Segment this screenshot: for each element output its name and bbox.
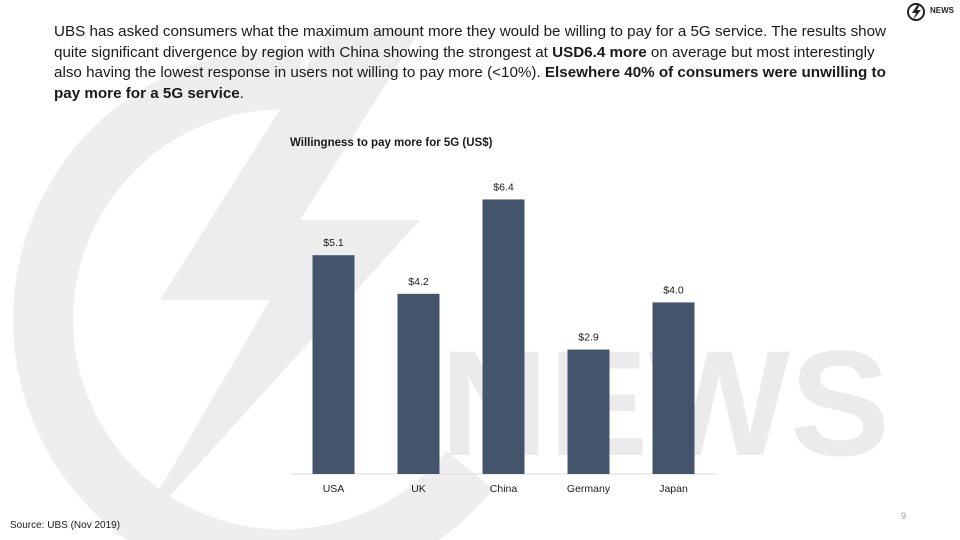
brand-logo: NEWS xyxy=(906,2,956,22)
bar-uk xyxy=(397,293,440,474)
bar-china xyxy=(482,199,525,474)
intro-highlight-2: Elsewhere 40% of consumers were unwillin… xyxy=(54,64,886,102)
data-label-germany: $2.9 xyxy=(578,332,599,344)
bar-germany xyxy=(567,349,610,474)
source-note: Source: UBS (Nov 2019) xyxy=(10,520,121,531)
data-label-china: $6.4 xyxy=(493,181,514,193)
page-number: 9 xyxy=(901,511,907,521)
data-label-uk: $4.2 xyxy=(408,276,429,288)
x-tick-label-china: China xyxy=(490,483,518,495)
data-label-usa: $5.1 xyxy=(323,237,344,249)
intro-text-3: . xyxy=(239,84,244,102)
intro-highlight-1: USD6.4 more xyxy=(552,43,647,61)
data-label-japan: $4.0 xyxy=(663,284,684,296)
x-tick-label-germany: Germany xyxy=(567,483,611,495)
bar-usa xyxy=(312,255,355,474)
intro-paragraph: UBS has asked consumers what the maximum… xyxy=(54,22,904,104)
logo-text: NEWS xyxy=(930,6,954,15)
chart-title: Willingness to pay more for 5G (US$) xyxy=(290,137,493,149)
x-tick-label-japan: Japan xyxy=(659,483,688,495)
intro-text-1: UBS has asked consumers what the maximum… xyxy=(54,23,887,61)
bar-japan xyxy=(652,302,695,474)
x-tick-label-uk: UK xyxy=(411,483,426,495)
bolt-shape xyxy=(130,30,420,540)
x-tick-label-usa: USA xyxy=(323,483,345,495)
intro-text-2: on average but most interestingly also h… xyxy=(54,43,875,82)
bolt-icon xyxy=(907,3,925,21)
